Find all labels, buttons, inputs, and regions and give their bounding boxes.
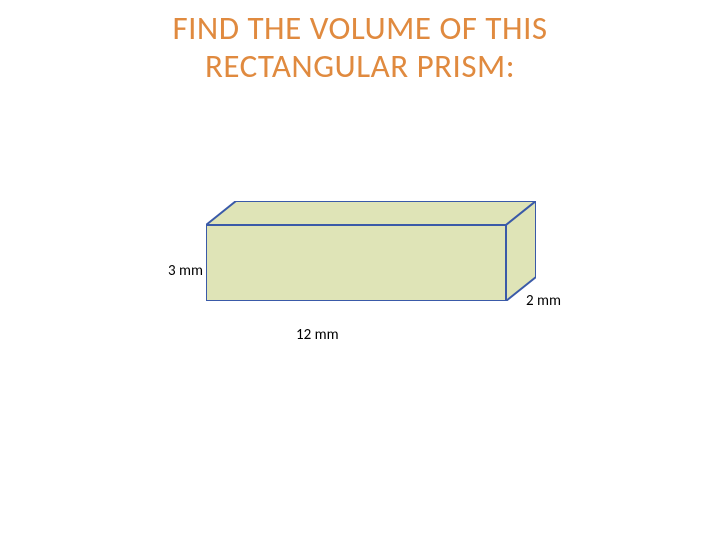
page-title: FIND THE VOLUME OF THIS RECTANGULAR PRIS… <box>0 10 720 86</box>
label-depth: 2 mm <box>526 292 561 310</box>
prism-svg <box>206 201 536 301</box>
title-line-1: FIND THE VOLUME OF THIS <box>172 8 547 48</box>
label-height: 3 mm <box>168 262 203 280</box>
prism-diagram <box>206 201 536 301</box>
label-length: 12 mm <box>296 326 339 344</box>
title-line-2: RECTANGULAR PRISM: <box>205 46 515 86</box>
